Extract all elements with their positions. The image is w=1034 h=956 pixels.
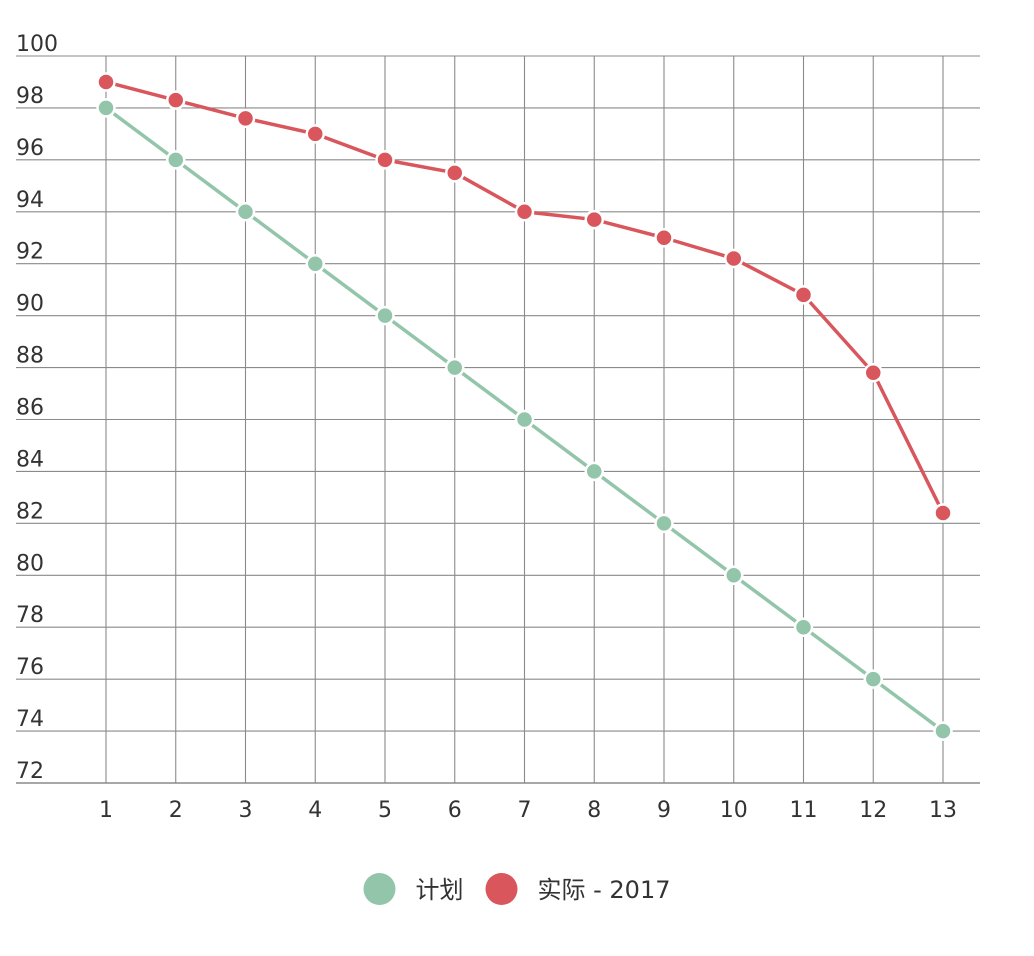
x-tick-label: 3 [239,798,253,823]
data-point-2 [305,124,325,144]
legend: 计划 实际 - 2017 [363,873,671,905]
x-tick-label: 7 [518,798,532,823]
data-point-2 [863,363,883,383]
y-tick-label: 98 [16,84,44,109]
grid [16,55,980,784]
y-tick-label: 72 [16,759,44,784]
x-tick-label: 5 [378,798,392,823]
data-point-1 [584,461,604,482]
y-tick-label: 76 [16,655,44,680]
legend-swatch [485,873,518,905]
data-point-2 [166,90,186,110]
data-point-1 [166,150,186,170]
x-tick-label: 9 [657,798,671,823]
legend-swatch [363,873,396,905]
data-point-1 [793,617,814,637]
y-tick-label: 78 [16,603,44,628]
data-points [96,72,953,741]
y-tick-label: 82 [16,499,44,524]
y-tick-label: 86 [16,396,44,421]
data-point-1 [724,565,744,586]
data-point-1 [514,409,535,430]
legend-label: 计划 [416,876,464,904]
x-tick-label: 1 [99,798,113,823]
data-point-2 [654,228,674,248]
y-tick-label: 88 [16,344,44,369]
data-point-2 [793,285,814,305]
data-point-2 [96,72,116,92]
data-point-1 [305,253,325,274]
y-tick-label: 74 [16,707,44,732]
legend-item-2: 实际 - 2017 [485,873,671,905]
x-tick-label: 2 [169,798,183,823]
data-point-1 [933,721,953,741]
x-tick-label: 4 [308,798,322,823]
y-tick-label: 96 [16,136,44,161]
data-point-1 [863,669,883,689]
y-tick-label: 100 [16,32,58,57]
x-tick-label: 13 [929,798,957,823]
data-point-2 [724,248,744,269]
x-tick-label: 11 [790,798,818,823]
legend-item-1: 计划 [363,873,464,905]
data-point-1 [375,305,395,326]
data-point-2 [235,108,256,129]
data-point-1 [654,513,674,534]
data-point-2 [514,202,535,222]
data-point-1 [235,202,256,222]
y-tick-label: 80 [16,551,44,576]
data-point-2 [445,163,465,183]
y-tick-label: 92 [16,240,44,265]
data-point-2 [584,209,604,230]
x-tick-label: 12 [859,798,887,823]
data-point-1 [445,357,465,378]
legend-label: 实际 - 2017 [538,876,671,904]
data-point-2 [375,150,395,170]
y-tick-label: 84 [16,447,44,472]
data-point-1 [96,98,116,118]
x-tick-label: 6 [448,798,462,823]
data-point-2 [933,503,953,523]
x-tick-label: 8 [587,798,601,823]
x-tick-label: 10 [720,798,748,823]
y-tick-label: 94 [16,188,44,213]
y-tick-label: 90 [16,292,44,317]
